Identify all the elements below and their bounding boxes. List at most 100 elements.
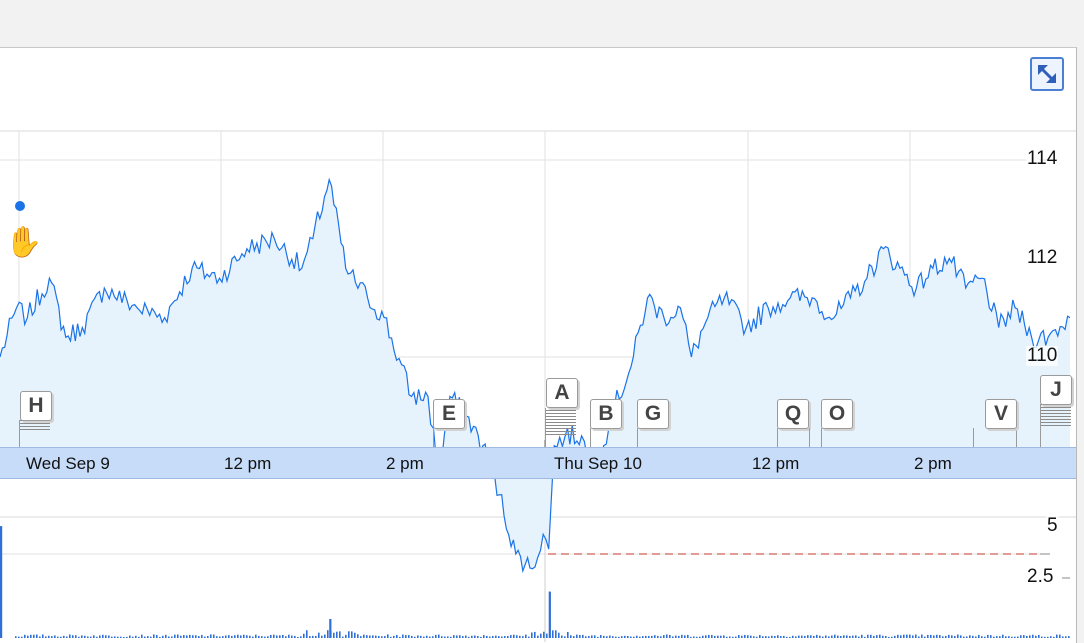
expand-arrows-icon <box>1038 65 1056 83</box>
volume-bar <box>474 635 476 638</box>
volume-bar <box>675 635 677 638</box>
volume-bar <box>444 636 446 638</box>
volume-bar <box>267 636 269 638</box>
volume-bar <box>648 635 650 638</box>
volume-bar <box>663 635 665 638</box>
volume-bar <box>39 636 41 638</box>
volume-bar <box>375 635 377 638</box>
date-label-time: 2 pm <box>386 454 424 473</box>
volume-bar <box>510 635 512 638</box>
volume-bar-spike <box>0 526 3 638</box>
volume-bar <box>864 636 866 638</box>
volume-bar <box>870 634 872 638</box>
flag-pole <box>1016 428 1017 447</box>
volume-bar <box>204 636 206 638</box>
volume-bar <box>282 634 284 638</box>
volume-bar <box>747 635 749 638</box>
volume-bar <box>90 636 92 638</box>
volume-bar <box>1053 636 1055 638</box>
volume-bar <box>684 635 686 638</box>
volume-bar <box>639 636 641 638</box>
volume-bar <box>885 635 887 638</box>
date-axis-band[interactable]: Wed Sep 9 12 pm 2 pm Thu Sep 10 12 pm 2 … <box>0 447 1076 479</box>
volume-bar <box>1023 635 1025 638</box>
volume-bar <box>372 635 374 638</box>
volume-bar <box>249 635 251 638</box>
volume-bar <box>738 635 740 638</box>
volume-bar <box>699 636 701 638</box>
volume-axis-label: 2.5 <box>1026 566 1055 587</box>
volume-bar <box>570 635 572 638</box>
volume-bar <box>981 636 983 638</box>
volume-bar <box>903 634 905 638</box>
volume-bar <box>516 635 518 638</box>
volume-bar <box>789 636 791 638</box>
news-flag-q[interactable]: Q <box>777 399 809 429</box>
volume-bar <box>906 634 908 638</box>
volume-bar <box>888 636 890 638</box>
news-flag-e[interactable]: E <box>433 399 465 429</box>
volume-bar <box>333 632 335 638</box>
volume-bar <box>711 634 713 638</box>
volume-bar <box>201 634 203 638</box>
volume-bar <box>318 632 320 638</box>
volume-bar-spike <box>329 619 332 638</box>
volume-bar <box>1047 636 1049 638</box>
volume-bar <box>396 635 398 638</box>
flag-stack <box>20 420 50 432</box>
volume-bar <box>717 635 719 638</box>
volume-bar <box>930 634 932 638</box>
volume-bar <box>270 635 272 638</box>
volume-bar <box>507 636 509 638</box>
volume-bar <box>363 634 365 638</box>
volume-bar <box>810 635 812 638</box>
volume-bar <box>531 632 533 638</box>
news-flag-o[interactable]: O <box>821 399 853 429</box>
volume-bar <box>186 635 188 638</box>
volume-bar <box>45 636 47 638</box>
volume-bar <box>369 635 371 638</box>
volume-bar <box>252 636 254 638</box>
volume-bar <box>438 634 440 638</box>
volume-bar <box>588 635 590 638</box>
date-label-time: 12 pm <box>224 454 272 473</box>
volume-bar <box>315 635 317 638</box>
volume-bar <box>33 634 35 638</box>
volume-bar <box>150 636 152 638</box>
volume-bar <box>615 636 617 638</box>
flag-pole <box>19 420 20 447</box>
expand-button[interactable] <box>1030 57 1064 91</box>
news-flag-j[interactable]: J <box>1040 375 1072 405</box>
volume-bar <box>543 631 545 638</box>
volume-bar <box>345 634 347 638</box>
news-flag-b[interactable]: B <box>590 399 622 429</box>
volume-bar <box>852 635 854 638</box>
volume-bar <box>441 636 443 638</box>
volume-bar <box>948 634 950 638</box>
volume-bar <box>822 636 824 638</box>
volume-bar <box>765 636 767 638</box>
volume-bar <box>288 634 290 638</box>
volume-bar <box>1017 636 1019 638</box>
news-flag-h[interactable]: H <box>20 391 52 421</box>
volume-bar <box>96 636 98 638</box>
volume-bar <box>1032 634 1034 638</box>
volume-bar <box>882 635 884 638</box>
volume-bar <box>807 635 809 638</box>
volume-bar <box>972 635 974 638</box>
volume-bar <box>144 636 146 638</box>
volume-bar <box>1065 636 1067 638</box>
volume-bar <box>957 634 959 638</box>
news-flag-v[interactable]: V <box>985 399 1017 429</box>
news-flag-g[interactable]: G <box>637 399 669 429</box>
volume-bar <box>612 636 614 638</box>
volume-bar <box>87 636 89 638</box>
volume-bar <box>69 634 71 638</box>
volume-bar <box>378 635 380 638</box>
news-flag-a[interactable]: A <box>546 378 578 408</box>
volume-bar <box>978 634 980 638</box>
price-area <box>0 179 1070 571</box>
volume-bar <box>120 636 122 638</box>
volume-bar <box>657 635 659 638</box>
